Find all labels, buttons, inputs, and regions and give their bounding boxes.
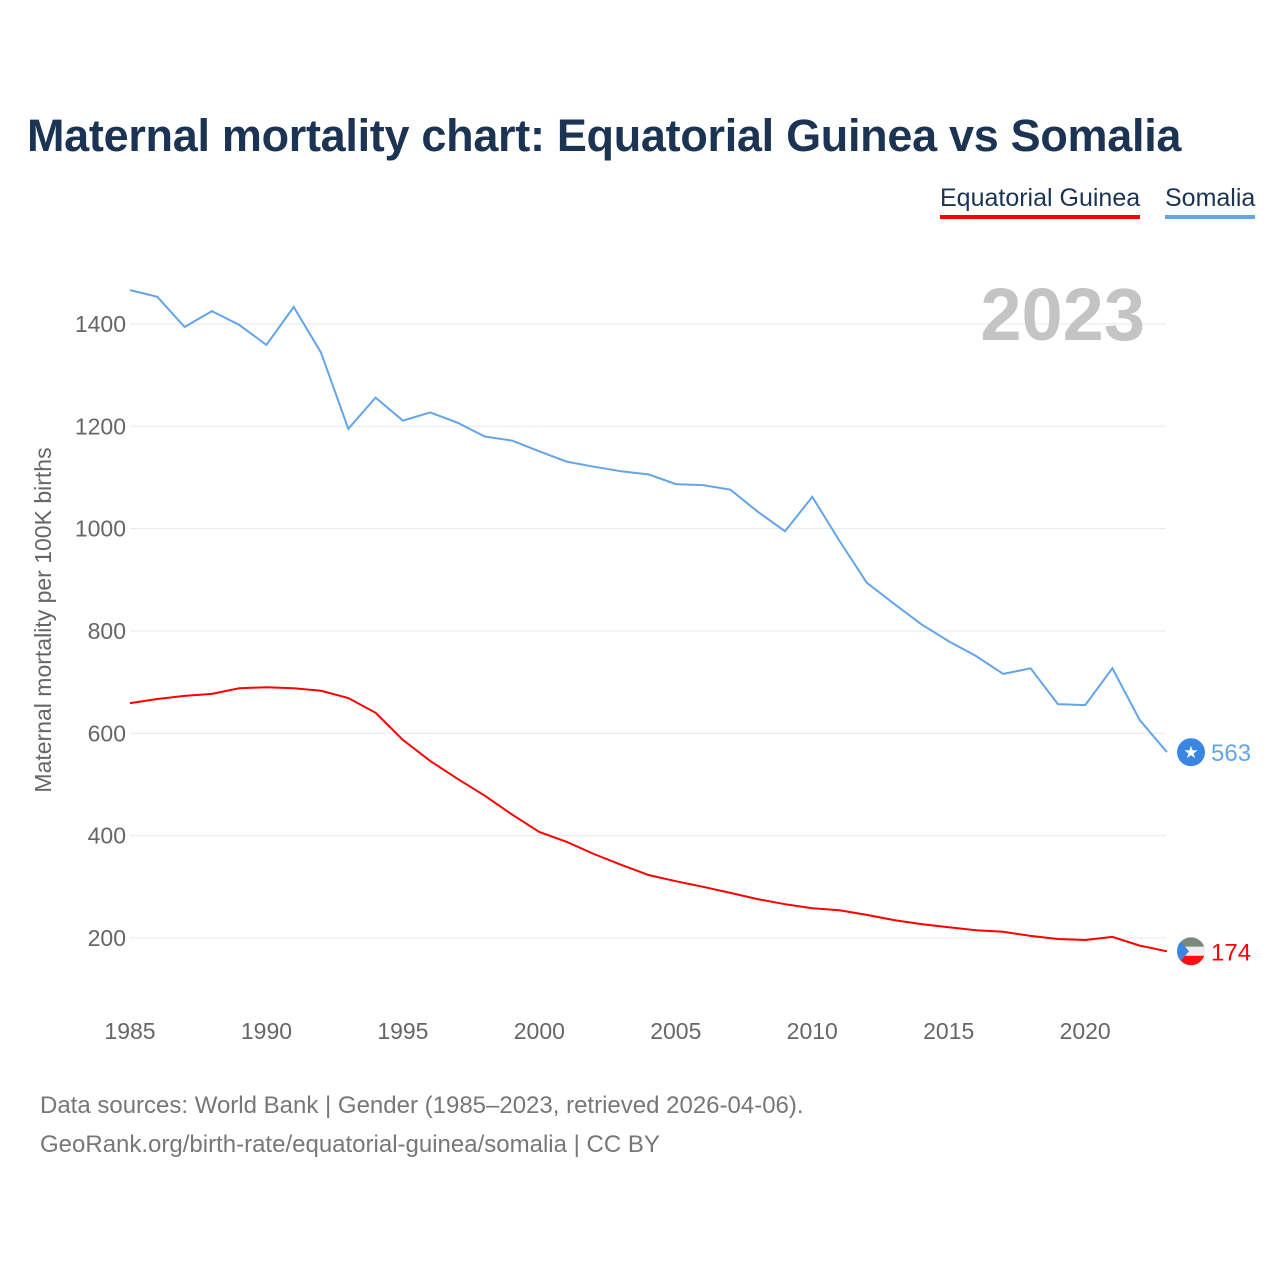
series-line-somalia xyxy=(129,289,1168,753)
stripe-green xyxy=(1177,937,1205,947)
footer: Data sources: World Bank | Gender (1985–… xyxy=(40,1086,804,1164)
legend-equatorial-guinea[interactable]: Equatorial Guinea xyxy=(940,184,1141,219)
x-tick-label: 2010 xyxy=(787,1018,838,1044)
y-tick-label: 800 xyxy=(88,618,126,644)
flag-circle xyxy=(1177,738,1205,767)
x-tick-label: 2015 xyxy=(923,1018,974,1044)
y-tick-label: 1400 xyxy=(75,311,126,337)
star-icon: ★ xyxy=(1183,743,1198,762)
y-tick-label: 400 xyxy=(88,823,126,849)
end-value-label: 563 xyxy=(1211,740,1251,767)
y-tick-label: 200 xyxy=(88,925,126,951)
year-label: 2023 xyxy=(980,273,1145,356)
y-tick-label: 1200 xyxy=(75,413,126,439)
end-value-label: 174 xyxy=(1211,939,1251,966)
x-tick-label: 1990 xyxy=(241,1018,292,1044)
x-tick-label: 1985 xyxy=(104,1018,155,1044)
legend-somalia[interactable]: Somalia xyxy=(1165,184,1256,219)
flag-stripes xyxy=(1177,937,1205,966)
chart-title: Maternal mortality chart: Equatorial Gui… xyxy=(27,110,1182,161)
x-tick-label: 2020 xyxy=(1060,1018,1111,1044)
x-tick-label: 1995 xyxy=(377,1018,428,1044)
series-line-equatorial-guinea xyxy=(129,686,1168,953)
equatorial-guinea-flag-icon xyxy=(1177,937,1205,966)
somalia-flag-icon: ★ xyxy=(1177,738,1205,767)
source-text: Data sources: World Bank | Gender (1985–… xyxy=(40,1092,804,1119)
x-tick-label: 2005 xyxy=(650,1018,701,1044)
attribution-link[interactable]: GeoRank.org/birth-rate/equatorial-guinea… xyxy=(40,1131,660,1158)
stripe-red xyxy=(1177,955,1205,966)
stripe-white xyxy=(1177,946,1205,956)
y-tick-label: 600 xyxy=(88,720,126,746)
y-axis-label: Maternal mortality per 100K births xyxy=(30,447,56,792)
triangle-blue xyxy=(1177,937,1189,966)
x-tick-label: 2000 xyxy=(514,1018,565,1044)
y-tick-label: 1000 xyxy=(75,516,126,542)
